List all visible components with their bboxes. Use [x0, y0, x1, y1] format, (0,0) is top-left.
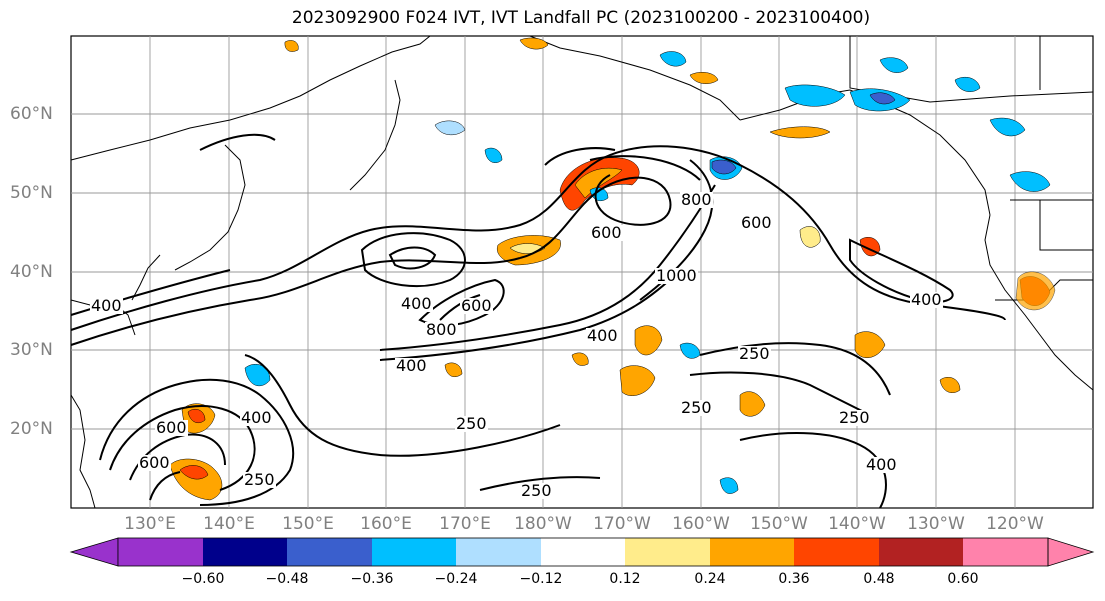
- colorbar-under-arrow: [69, 537, 119, 567]
- contour-label: 600: [740, 213, 773, 232]
- contour-label: 400: [240, 408, 273, 427]
- colorbar-swatch: [287, 538, 372, 566]
- lon-label: 120°W: [986, 514, 1044, 534]
- contour-label: 1000: [655, 266, 698, 285]
- lon-label: 150°W: [750, 514, 808, 534]
- contour-label: 400: [865, 455, 898, 474]
- colorbar-tick-label: 0.12: [609, 571, 641, 587]
- lon-label: 130°W: [907, 514, 965, 534]
- contour-label: 600: [460, 296, 493, 315]
- lon-label: 170°E: [439, 514, 491, 534]
- pc-shading: [169, 37, 1056, 501]
- contour-label: 400: [400, 294, 433, 313]
- contour-label: 400: [586, 326, 619, 345]
- colorbar-swatch: [456, 538, 541, 566]
- contour-label: 600: [138, 453, 171, 472]
- contour-label: 250: [520, 481, 553, 500]
- colorbar-tick-label: 0.36: [778, 571, 810, 587]
- contour-label: 250: [838, 408, 871, 427]
- lon-label: 160°E: [360, 514, 412, 534]
- colorbar-swatch: [794, 538, 879, 566]
- lon-label: 150°E: [282, 514, 334, 534]
- colorbar-tick-label: −0.60: [181, 571, 225, 587]
- contour-label: 400: [395, 356, 428, 375]
- colorbar-swatch: [372, 538, 456, 566]
- colorbar-over-arrow: [1047, 537, 1095, 567]
- lon-label: 170°W: [593, 514, 651, 534]
- lat-label: 30°N: [10, 340, 53, 360]
- contour-label: 600: [590, 223, 623, 242]
- lon-label: 130°E: [124, 514, 176, 534]
- colorbar-tick-label: −0.12: [519, 571, 563, 587]
- lon-label: 160°W: [672, 514, 730, 534]
- colorbar-tick-label: −0.24: [434, 571, 478, 587]
- ivt-contours: [70, 133, 1006, 509]
- colorbar-swatch: [118, 538, 203, 566]
- contour-label: 400: [910, 290, 943, 309]
- contour-label: 250: [738, 344, 771, 363]
- contour-label: 600: [155, 418, 188, 437]
- colorbar-tick-label: 0.60: [947, 571, 979, 587]
- colorbar-tick-label: −0.48: [265, 571, 309, 587]
- colorbar-swatch: [541, 538, 625, 566]
- contour-label: 800: [425, 320, 458, 339]
- map-title: 2023092900 F024 IVT, IVT Landfall PC (20…: [291, 8, 871, 28]
- colorbar: [69, 537, 1095, 567]
- contour-label: 250: [243, 470, 276, 489]
- colorbar-tick-label: −0.36: [350, 571, 394, 587]
- contour-label: 250: [680, 398, 713, 417]
- lat-label: 20°N: [10, 419, 53, 439]
- colorbar-swatch: [710, 538, 794, 566]
- lon-label: 140°E: [203, 514, 255, 534]
- contour-label: 250: [455, 414, 488, 433]
- colorbar-tick-label: 0.48: [863, 571, 895, 587]
- colorbar-swatch: [203, 538, 287, 566]
- colorbar-swatch: [625, 538, 710, 566]
- contour-label: 400: [90, 296, 123, 315]
- lat-label: 60°N: [10, 104, 53, 124]
- lat-label: 40°N: [10, 262, 53, 282]
- contour-label: 800: [680, 190, 713, 209]
- lon-label: 140°W: [828, 514, 886, 534]
- lat-label: 50°N: [10, 183, 53, 203]
- colorbar-tick-label: 0.24: [694, 571, 726, 587]
- colorbar-swatch: [963, 538, 1048, 566]
- colorbar-swatch: [879, 538, 963, 566]
- lon-label: 180°W: [514, 514, 572, 534]
